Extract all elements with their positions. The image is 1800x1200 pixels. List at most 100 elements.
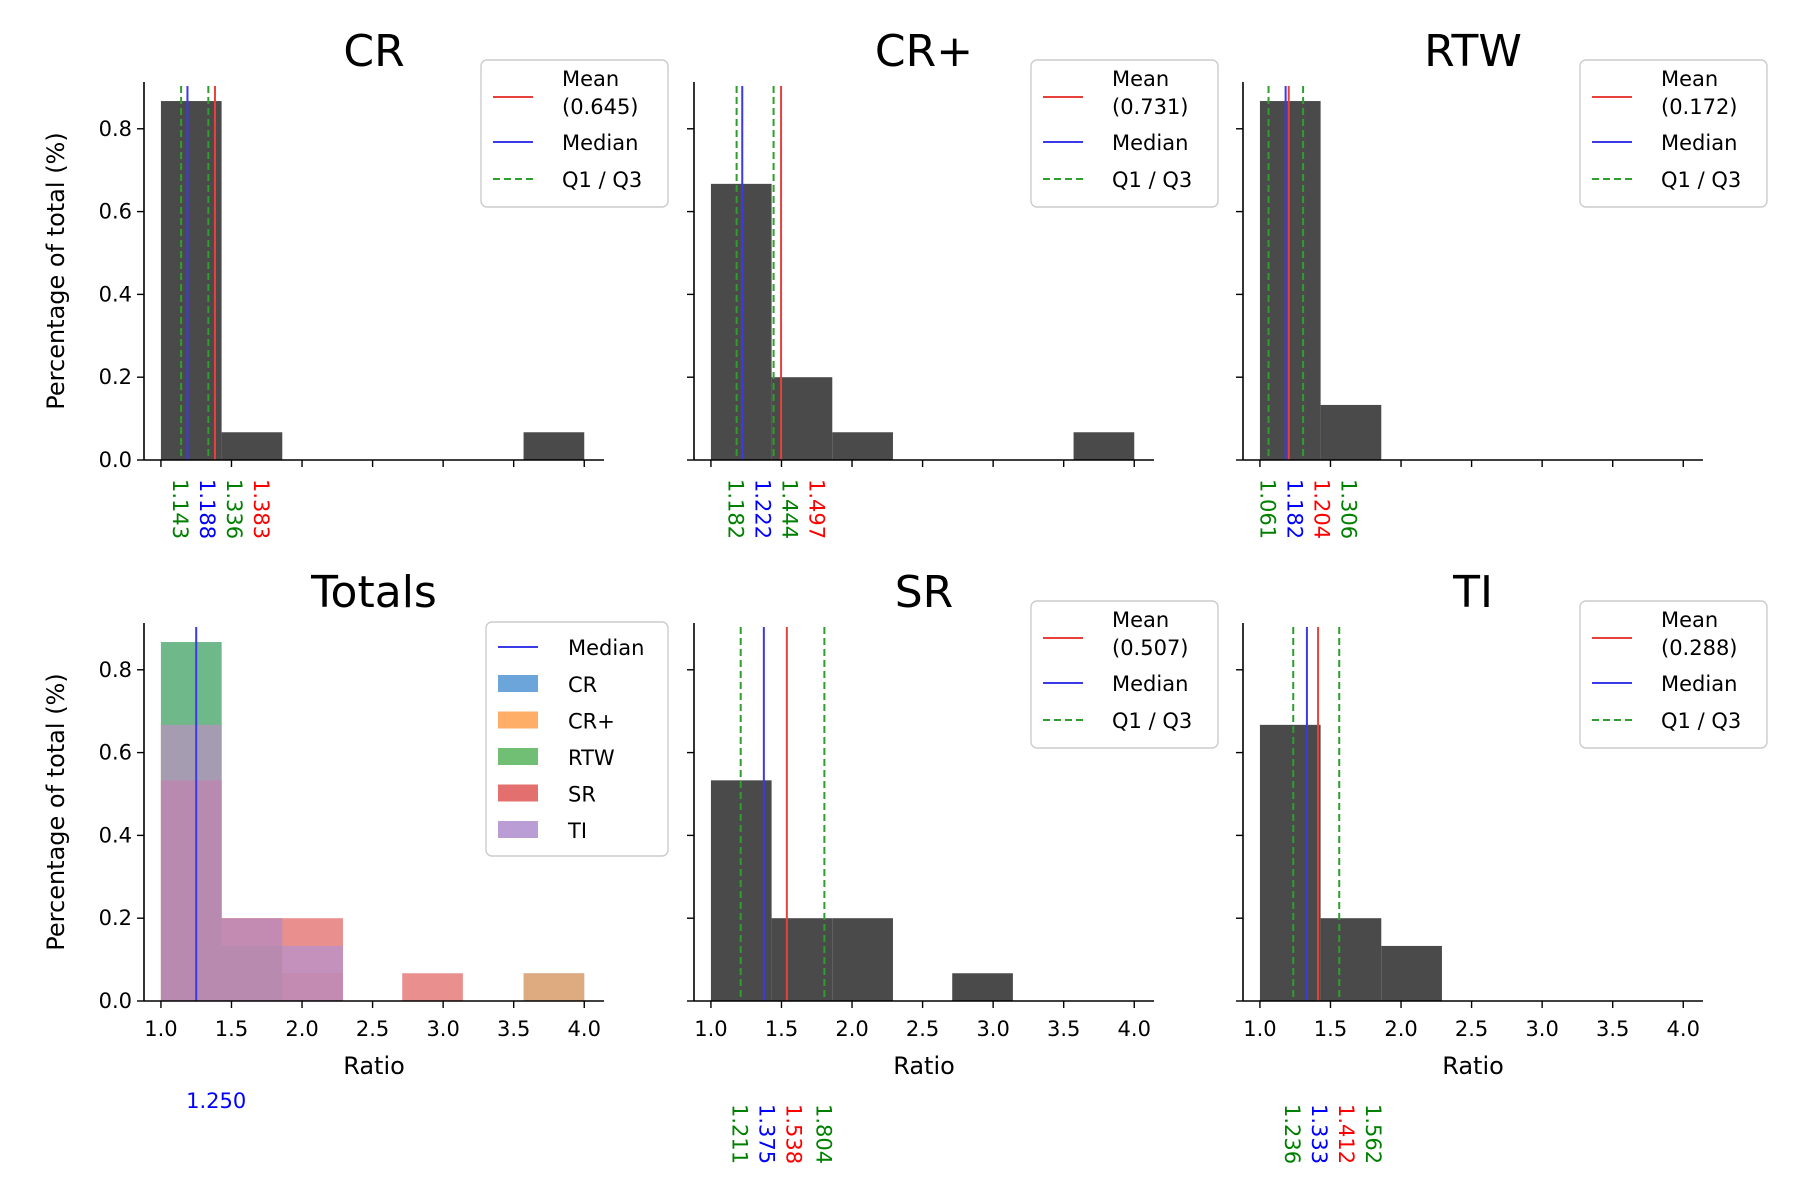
legend-series-label: CR	[568, 673, 597, 697]
value-label-quartile: 1.306	[1337, 479, 1361, 539]
legend-mean-value: (0.731)	[1112, 95, 1189, 119]
legend-mean-label: Mean	[1661, 608, 1718, 632]
bar-0	[1259, 724, 1321, 1001]
legend-mean-label: Mean	[1112, 608, 1169, 632]
y-tick-label: 0.4	[99, 282, 132, 306]
value-label-quartile: 1.061	[1256, 479, 1280, 539]
value-label-median: 1.222	[751, 479, 775, 539]
legend-mean-label: Mean	[562, 67, 619, 91]
legend-series-label: RTW	[568, 746, 615, 770]
subplot-title: CR+	[875, 26, 973, 77]
value-label-quartile: 1.444	[778, 479, 802, 539]
value-label-quartile: 1.804	[811, 1104, 835, 1164]
x-tick-label: 3.0	[1525, 1017, 1558, 1041]
y-axis-label: Percentage of total (%)	[42, 673, 70, 950]
bar-4	[952, 973, 1013, 1001]
y-tick-label: 0.4	[99, 823, 132, 847]
legend-mean-value: (0.288)	[1661, 636, 1738, 660]
bar-ti-1	[221, 918, 283, 1001]
value-label-quartile: 1.562	[1361, 1104, 1385, 1164]
y-tick-label: 0.0	[99, 989, 132, 1013]
legend-swatch-ti	[498, 821, 538, 838]
legend: Mean (0.507) Median Q1 / Q3	[1030, 600, 1219, 749]
legend-median-label: Median	[1112, 131, 1188, 155]
legend-mean-label: Mean	[1661, 67, 1718, 91]
bar-6	[1073, 432, 1135, 460]
legend-mean-value: (0.507)	[1112, 636, 1189, 660]
legend-series-label: CR+	[568, 710, 615, 734]
legend-quartile-label: Q1 / Q3	[1112, 709, 1192, 733]
legend-median-label: Median	[1112, 672, 1188, 696]
value-label-mean: 1.412	[1334, 1104, 1358, 1164]
bar-2	[832, 432, 893, 460]
y-axis-label: Percentage of total (%)	[42, 132, 70, 409]
legend-quartile-label: Q1 / Q3	[1112, 168, 1192, 192]
value-label-quartile: 1.211	[728, 1104, 752, 1164]
legend-swatch-cr	[498, 675, 538, 692]
subplot-rtw: RTW 1.061 1.182 1.204 1.306 Mean (0.172) Median…	[1236, 26, 1768, 539]
bar-ti-0	[160, 724, 222, 1001]
value-label-mean: 1.497	[805, 479, 829, 539]
bar-1	[771, 918, 833, 1001]
x-tick-label: 4.0	[1118, 1017, 1151, 1041]
value-label-mean: 1.383	[249, 479, 273, 539]
bar-0	[710, 780, 772, 1001]
value-label-mean: 1.538	[782, 1104, 806, 1164]
x-tick-label: 2.5	[1455, 1017, 1488, 1041]
value-label-median: 1.333	[1307, 1104, 1331, 1164]
legend: Median CR CR+ RTW SR TI	[485, 621, 669, 857]
legend-median-label: Median	[568, 636, 644, 660]
x-tick-label: 2.5	[356, 1017, 389, 1041]
x-tick-label: 1.0	[1243, 1017, 1276, 1041]
value-label-median: 1.188	[195, 479, 219, 539]
legend-mean-value: (0.645)	[562, 95, 639, 119]
bar-1	[1320, 404, 1382, 460]
x-tick-label: 1.5	[215, 1017, 248, 1041]
legend-swatch-rtw	[498, 748, 538, 765]
legend: Mean (0.172) Median Q1 / Q3	[1579, 59, 1768, 208]
value-label-mean: 1.204	[1310, 479, 1334, 539]
bar-ti-2	[282, 945, 343, 1001]
subplot-title: Totals	[310, 567, 437, 618]
legend: Mean (0.288) Median Q1 / Q3	[1579, 600, 1768, 749]
y-tick-label: 0.6	[99, 200, 132, 224]
bar-2	[1381, 945, 1442, 1001]
legend-median-label: Median	[1661, 672, 1737, 696]
legend-median-label: Median	[562, 131, 638, 155]
y-tick-label: 0.8	[99, 658, 132, 682]
subplot-title: RTW	[1424, 26, 1522, 77]
x-axis-label: Ratio	[343, 1052, 405, 1080]
x-tick-label: 1.5	[1314, 1017, 1347, 1041]
legend: Mean (0.645) Median Q1 / Q3	[480, 59, 669, 208]
y-tick-label: 0.2	[99, 365, 132, 389]
bar-sr-4	[402, 973, 463, 1001]
y-tick-label: 0.8	[99, 117, 132, 141]
legend-series-label: SR	[568, 783, 596, 807]
legend-mean-label: Mean	[1112, 67, 1169, 91]
legend-quartile-label: Q1 / Q3	[1661, 168, 1741, 192]
y-tick-label: 0.6	[99, 741, 132, 765]
x-tick-label: 2.5	[906, 1017, 939, 1041]
x-axis-label: Ratio	[1442, 1052, 1504, 1080]
legend-median-label: Median	[1661, 131, 1737, 155]
x-tick-label: 1.0	[694, 1017, 727, 1041]
legend-series-label: TI	[567, 819, 587, 843]
legend-quartile-label: Q1 / Q3	[562, 168, 642, 192]
x-tick-label: 3.5	[1047, 1017, 1080, 1041]
bar-6	[523, 432, 585, 460]
x-tick-label: 3.0	[426, 1017, 459, 1041]
value-label-median: 1.182	[1283, 479, 1307, 539]
subplot-crplus: CR+ 1.182 1.222 1.444 1.497 Mean (0.731) Median…	[687, 26, 1219, 539]
legend-mean-value: (0.172)	[1661, 95, 1738, 119]
bar-2	[832, 918, 893, 1001]
bar-crplus-6	[523, 973, 585, 1001]
value-label-quartile: 1.182	[724, 479, 748, 539]
value-label-quartile: 1.143	[168, 479, 192, 539]
subplot-cr: 0.0 0.2 0.4 0.6 0.8 CR Percentage of total (%)…	[42, 26, 669, 539]
value-label-median: 1.375	[755, 1104, 779, 1164]
x-tick-label: 2.0	[1384, 1017, 1417, 1041]
y-tick-label: 0.2	[99, 906, 132, 930]
